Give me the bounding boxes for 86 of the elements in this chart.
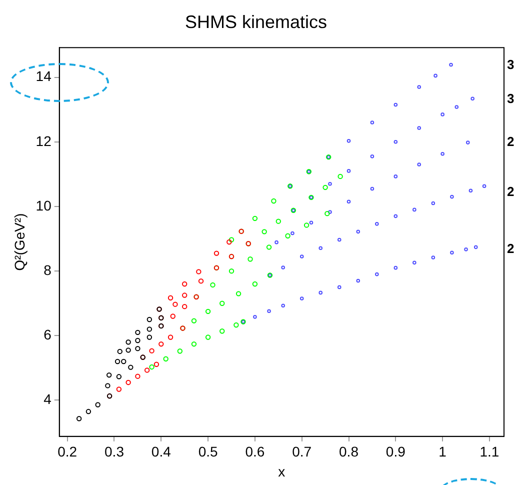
point: [95, 402, 100, 408]
point: [210, 282, 216, 288]
y-tick-label: 6: [44, 326, 52, 343]
point: [228, 237, 234, 242]
chart-title: SHMS kinematics: [184, 12, 328, 32]
point: [262, 229, 267, 234]
point: [172, 302, 178, 307]
point: [149, 364, 154, 370]
point: [168, 295, 174, 300]
point: [116, 374, 122, 380]
point: [252, 281, 258, 287]
point: [177, 348, 183, 354]
point: [271, 198, 276, 204]
point: [86, 408, 92, 414]
point: [205, 308, 211, 314]
point: [205, 334, 211, 340]
point: [126, 380, 131, 386]
point: [168, 334, 174, 340]
point: [182, 281, 188, 287]
point: [135, 346, 140, 352]
x-tick-label: 0.5: [198, 444, 218, 460]
point: [266, 244, 272, 250]
point: [252, 216, 258, 222]
point: [322, 184, 328, 190]
point: [154, 362, 160, 367]
point: [182, 304, 188, 310]
point: [276, 218, 282, 224]
point: [128, 364, 134, 370]
x-tick-label: 0.7: [292, 444, 312, 460]
x-tick-label: 0.2: [58, 444, 78, 460]
point: [220, 300, 225, 306]
point: [105, 383, 110, 388]
point: [149, 348, 154, 354]
point: [158, 341, 164, 347]
y-tick-label: 14: [36, 68, 52, 84]
y-tick-label: 12: [36, 132, 52, 149]
text: 2: [507, 134, 514, 150]
text: 3: [507, 91, 514, 106]
point: [163, 356, 168, 362]
point: [135, 330, 140, 336]
x-tick-label: 0.9: [386, 444, 406, 460]
point: [121, 358, 126, 364]
y-axis-title: Q²(GeV²): [11, 213, 28, 271]
point: [170, 314, 176, 319]
point: [228, 268, 234, 274]
point: [126, 348, 131, 353]
y-tick-label: 8: [44, 262, 52, 278]
text: 3: [507, 57, 514, 72]
point: [324, 210, 330, 216]
y-tick-label: 10: [36, 197, 52, 214]
point: [226, 239, 232, 245]
point: [146, 326, 152, 332]
point: [182, 292, 188, 298]
point: [116, 386, 122, 392]
point: [135, 374, 140, 379]
text: 2: [507, 184, 514, 200]
x-axis-title: x: [278, 463, 286, 480]
point: [126, 340, 131, 345]
x-tick-label: 0.3: [104, 444, 124, 460]
point: [236, 291, 242, 296]
point: [198, 278, 204, 284]
point: [146, 334, 152, 340]
point: [214, 250, 220, 256]
point: [220, 328, 225, 334]
point: [144, 368, 150, 373]
point: [135, 338, 140, 344]
point: [304, 222, 310, 228]
point: [338, 174, 343, 180]
point: [285, 233, 290, 238]
x-tick-label: 0.4: [151, 444, 172, 460]
x-tick-label: 1.1: [480, 444, 500, 460]
point: [106, 372, 112, 378]
point: [248, 256, 253, 262]
x-tick-label: 0.8: [339, 444, 359, 460]
point: [234, 322, 239, 328]
y-tick-label: 4: [44, 391, 52, 408]
point: [191, 318, 197, 324]
x-tick-label: 0.6: [245, 444, 265, 460]
point: [196, 269, 202, 274]
text: 2: [507, 241, 514, 256]
x-tick-label: 1: [438, 444, 447, 460]
point: [117, 348, 122, 354]
point: [114, 358, 120, 364]
point: [76, 416, 82, 422]
point: [146, 316, 152, 322]
point: [191, 341, 197, 347]
